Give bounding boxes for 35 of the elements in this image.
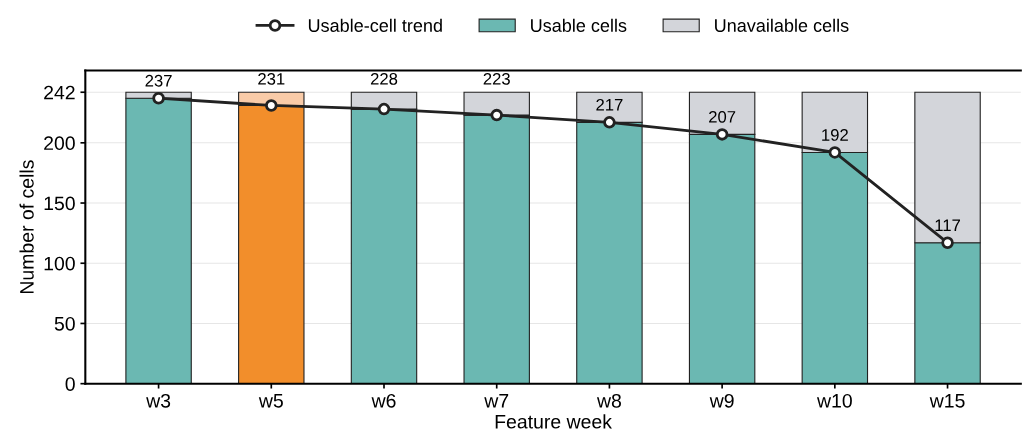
- x-tick-label: w9: [709, 393, 734, 408]
- legend-label: Unavailable cells: [715, 18, 849, 32]
- x-axis-title: Feature week: [495, 414, 612, 429]
- x-tick-label: w15: [929, 394, 965, 408]
- point: [377, 102, 391, 116]
- y-tick-label: 100: [44, 256, 75, 271]
- data-label: 223: [483, 72, 510, 85]
- x-tick-label: w5: [258, 394, 283, 408]
- data-label: 217: [596, 98, 623, 111]
- data-label: 192: [822, 129, 848, 141]
- point: [715, 128, 729, 141]
- y-tick-label: 200: [44, 136, 75, 151]
- x-tick-label: w7: [484, 394, 509, 408]
- data-label: 228: [370, 72, 398, 85]
- data-label: 207: [709, 110, 736, 123]
- point: [152, 92, 165, 105]
- x-tick-label: w3: [146, 393, 171, 408]
- y-tick-label: 50: [54, 316, 75, 331]
- data-label: 231: [258, 72, 285, 85]
- point: [941, 236, 954, 250]
- x-tick-label: w6: [371, 393, 396, 408]
- y-tick-label: 0: [65, 377, 75, 391]
- x-tick-label: w8: [596, 393, 621, 408]
- y-axis-title: Number of cells: [19, 160, 34, 294]
- y-tick-label: 242: [44, 85, 75, 100]
- x-tick-label: w10: [816, 393, 852, 408]
- point: [603, 116, 616, 129]
- data-label: 117: [935, 219, 960, 231]
- data-label: 237: [145, 74, 172, 87]
- point: [828, 146, 842, 159]
- legend-label: Usable-cell trend: [308, 18, 442, 32]
- point: [490, 108, 503, 122]
- y-tick-label: 150: [44, 196, 75, 211]
- legend-label: Usable cells: [531, 18, 627, 32]
- point: [265, 99, 278, 112]
